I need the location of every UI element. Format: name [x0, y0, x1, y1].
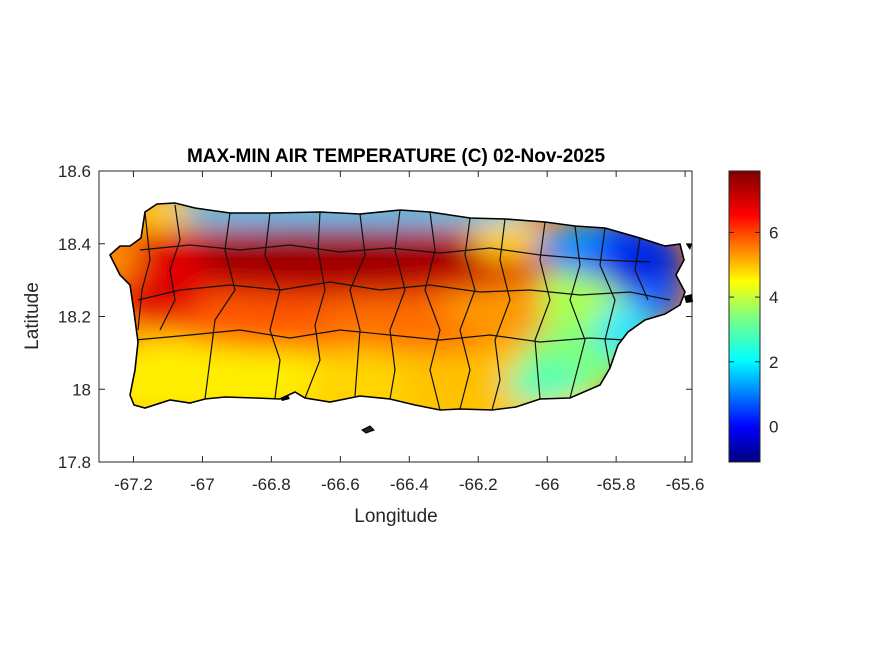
municipality-boundaries: [134, 204, 671, 410]
y-tick-label: 18.2: [58, 308, 91, 327]
small-island: [684, 294, 693, 303]
x-tick-label: -66.4: [390, 475, 429, 494]
colorbar-tick-label: 4: [769, 288, 778, 307]
x-axis: -67.2 -67 -66.8 -66.6 -66.4 -66.2 -66 -65.8 -65.…: [114, 171, 704, 494]
x-tick-label: -65.8: [597, 475, 636, 494]
x-tick-label: -66.8: [252, 475, 291, 494]
x-axis-label: Longitude: [354, 506, 437, 527]
x-tick-label: -65.6: [666, 475, 705, 494]
x-tick-label: -66: [535, 475, 560, 494]
y-tick-label: 18: [72, 380, 91, 399]
x-tick-label: -67: [190, 475, 215, 494]
colorbar: [728, 170, 761, 463]
y-tick-label: 18.4: [58, 235, 91, 254]
x-tick-label: -67.2: [114, 475, 153, 494]
x-tick-label: -66.2: [459, 475, 498, 494]
colorbar-tick-label: 2: [769, 353, 778, 372]
x-tick-label: -66.6: [321, 475, 360, 494]
colorbar-tick-label: 6: [769, 223, 778, 242]
y-axis: 17.8 18 18.2 18.4 18.6: [58, 162, 692, 472]
y-axis-label: Latitude: [22, 282, 43, 350]
small-island: [686, 244, 692, 250]
temperature-field: [110, 203, 685, 410]
map-title: MAX-MIN AIR TEMPERATURE (C) 02-Nov-2025: [187, 146, 605, 167]
small-island: [280, 395, 290, 401]
y-tick-label: 17.8: [58, 453, 91, 472]
small-island: [361, 425, 375, 434]
colorbar-tick-label: 0: [769, 417, 778, 436]
colorbar-ticks: 0 2 4 6: [729, 223, 778, 436]
y-tick-label: 18.6: [58, 162, 91, 181]
